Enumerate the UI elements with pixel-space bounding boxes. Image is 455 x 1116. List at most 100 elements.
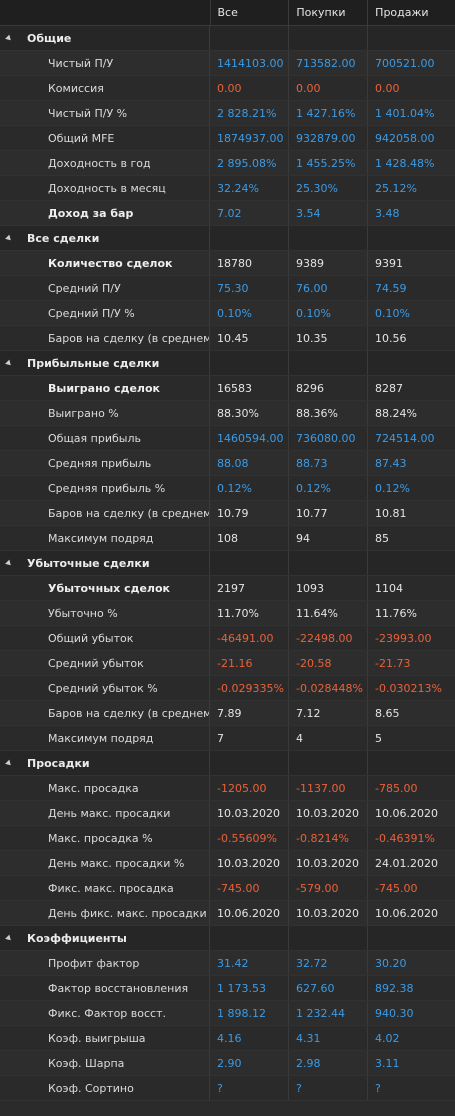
section-empty-cell (289, 351, 368, 375)
metric-row[interactable]: День фикс. макс. просадки 10.06.2020 10.03… (0, 901, 455, 926)
column-header-sells[interactable]: Продажи (375, 6, 429, 19)
metric-row[interactable]: Коэф. Шарпа 2.90 2.98 3.11 (0, 1051, 455, 1076)
column-header-all[interactable]: Все (211, 0, 290, 25)
metric-row[interactable]: Средний П/У % 0.10% 0.10% 0.10% (0, 301, 455, 326)
metric-row[interactable]: Убыточных сделок 2197 1093 1104 (0, 576, 455, 601)
metric-row[interactable]: День макс. просадки % 10.03.2020 10.03.202… (0, 851, 455, 876)
metric-row[interactable]: Баров на сделку (в среднем) 10.45 10.35 10.… (0, 326, 455, 351)
metric-row[interactable]: Доход за бар 7.02 3.54 3.48 (0, 201, 455, 226)
metric-label: Средний убыток % (0, 676, 210, 700)
metric-row[interactable]: Баров на сделку (в среднем) 7.89 7.12 8.65 (0, 701, 455, 726)
metric-row[interactable]: Количество сделок 18780 9389 9391 (0, 251, 455, 276)
value-all: 75.30 (210, 276, 289, 300)
metric-row[interactable]: Максимум подряд 108 94 85 (0, 526, 455, 551)
collapse-triangle-icon[interactable] (5, 559, 13, 567)
value-sells: 940.30 (375, 1007, 414, 1020)
value-buys: -0.8214% (289, 826, 368, 850)
metric-label: Общий убыток (0, 626, 210, 650)
value-buys: -579.00 (289, 876, 368, 900)
metric-row[interactable]: Средний убыток % -0.029335% -0.028448% -0.0… (0, 676, 455, 701)
metric-row[interactable]: Макс. просадка -1205.00 -1137.00 -785.00 (0, 776, 455, 801)
value-sells: 0.12% (375, 482, 410, 495)
metric-row[interactable]: День макс. просадки 10.03.2020 10.03.2020 1… (0, 801, 455, 826)
metric-row[interactable]: Чистый П/У % 2 828.21% 1 427.16% 1 401.04% (0, 101, 455, 126)
section-empty-cell (210, 551, 289, 575)
value-sells: -785.00 (375, 782, 418, 795)
metric-label: День макс. просадки % (0, 851, 210, 875)
metric-row[interactable]: Комиссия 0.00 0.00 0.00 (0, 76, 455, 101)
section-title: Все сделки (27, 231, 100, 245)
metric-row[interactable]: Общий MFE 1874937.00 932879.00 942058.00 (0, 126, 455, 151)
metric-row[interactable]: Чистый П/У 1414103.00 713582.00 700521.00 (0, 51, 455, 76)
value-sells: 0.00 (375, 82, 400, 95)
metric-row[interactable]: Профит фактор 31.42 32.72 30.20 (0, 951, 455, 976)
section-header-row[interactable]: Общие (0, 26, 455, 51)
value-all: 7.02 (210, 201, 289, 225)
section-header-row[interactable]: Просадки (0, 751, 455, 776)
value-sells: 892.38 (375, 982, 414, 995)
column-header-buys[interactable]: Покупки (289, 0, 369, 25)
metric-label: Максимум подряд (0, 526, 210, 550)
value-buys: 1093 (289, 576, 368, 600)
metric-row[interactable]: Средняя прибыль 88.08 88.73 87.43 (0, 451, 455, 476)
value-buys: 713582.00 (289, 51, 368, 75)
metric-row[interactable]: Общая прибыль 1460594.00 736080.00 724514.0… (0, 426, 455, 451)
metric-row[interactable]: Фикс. макс. просадка -745.00 -579.00 -745.0… (0, 876, 455, 901)
section-header-row[interactable]: Все сделки (0, 226, 455, 251)
section-empty-cell (289, 926, 368, 950)
metric-row[interactable]: Максимум подряд 7 4 5 (0, 726, 455, 751)
metric-row[interactable]: Коэф. Сортино??? (0, 1076, 455, 1101)
metric-label: Макс. просадка (0, 776, 210, 800)
value-buys: 4.31 (289, 1026, 368, 1050)
value-all: 2.90 (210, 1051, 289, 1075)
value-buys: -22498.00 (289, 626, 368, 650)
value-buys: 10.35 (289, 326, 368, 350)
value-sells: -0.030213% (375, 682, 442, 695)
section-title-cell: Коэффициенты (0, 926, 210, 950)
metric-label: Чистый П/У % (0, 101, 210, 125)
collapse-triangle-icon[interactable] (5, 759, 13, 767)
value-buys: 9389 (289, 251, 368, 275)
value-sells: 3.11 (375, 1057, 400, 1070)
value-all: 2197 (210, 576, 289, 600)
collapse-triangle-icon[interactable] (5, 934, 13, 942)
section-header-row[interactable]: Убыточные сделки (0, 551, 455, 576)
metric-label: Средняя прибыль % (0, 476, 210, 500)
value-all: -46491.00 (210, 626, 289, 650)
metric-label: Макс. просадка % (0, 826, 210, 850)
metric-row[interactable]: Доходность в месяц 32.24% 25.30% 25.12% (0, 176, 455, 201)
section-title-cell: Прибыльные сделки (0, 351, 210, 375)
metric-row[interactable]: Средний убыток -21.16 -20.58 -21.73 (0, 651, 455, 676)
metric-row[interactable]: Средний П/У 75.30 76.00 74.59 (0, 276, 455, 301)
metric-row[interactable]: Выиграно % 88.30% 88.36% 88.24% (0, 401, 455, 426)
metric-row[interactable]: Баров на сделку (в среднем) 10.79 10.77 10.… (0, 501, 455, 526)
metric-row[interactable]: Выиграно сделок 16583 8296 8287 (0, 376, 455, 401)
value-sells: 10.06.2020 (375, 907, 438, 920)
collapse-triangle-icon[interactable] (5, 234, 13, 242)
collapse-triangle-icon[interactable] (5, 359, 13, 367)
value-buys: 7.12 (289, 701, 368, 725)
metric-label: Средний П/У % (0, 301, 210, 325)
metric-label: Доход за бар (0, 201, 210, 225)
metric-row[interactable]: Общий убыток -46491.00 -22498.00 -23993.00 (0, 626, 455, 651)
section-header-row[interactable]: Коэффициенты (0, 926, 455, 951)
metric-row[interactable]: Фикс. Фактор восст. 1 898.12 1 232.44 940.3… (0, 1001, 455, 1026)
metric-row[interactable]: Доходность в год 2 895.08% 1 455.25% 1 428.… (0, 151, 455, 176)
value-all: 10.45 (210, 326, 289, 350)
metric-row[interactable]: Макс. просадка % -0.55609% -0.8214% -0.4639… (0, 826, 455, 851)
metric-row[interactable]: Фактор восстановления 1 173.53 627.60 892.3… (0, 976, 455, 1001)
metric-row[interactable]: Убыточно % 11.70% 11.64% 11.76% (0, 601, 455, 626)
value-buys: 88.73 (289, 451, 368, 475)
metric-label: Профит фактор (0, 951, 210, 975)
section-title-cell: Просадки (0, 751, 210, 775)
section-empty-cell (289, 551, 368, 575)
value-all: 0.00 (210, 76, 289, 100)
value-buys: 76.00 (289, 276, 368, 300)
value-all: 1874937.00 (210, 126, 289, 150)
section-header-row[interactable]: Прибыльные сделки (0, 351, 455, 376)
metric-row[interactable]: Средняя прибыль % 0.12% 0.12% 0.12% (0, 476, 455, 501)
section-empty-cell (289, 226, 368, 250)
metric-row[interactable]: Коэф. выигрыша 4.16 4.31 4.02 (0, 1026, 455, 1051)
section-empty-cell (210, 926, 289, 950)
collapse-triangle-icon[interactable] (5, 34, 13, 42)
